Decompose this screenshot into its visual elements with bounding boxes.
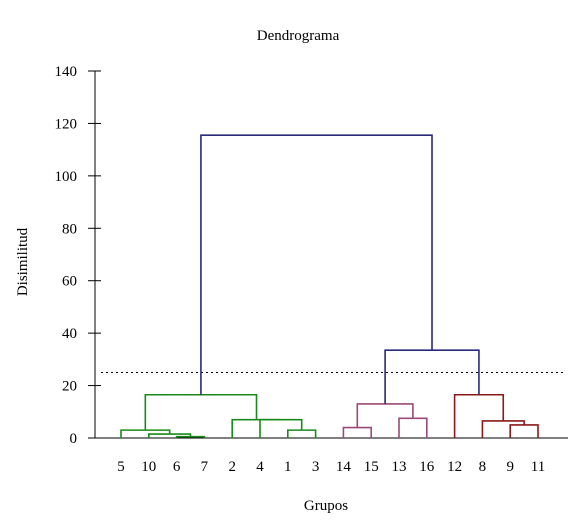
leaf-labels: 5 10 6 7 2 4 1 3 14 15 13 16 12 8 9 11 xyxy=(117,459,545,475)
leaf-label: 11 xyxy=(531,459,545,475)
leaf-label: 15 xyxy=(364,459,379,475)
leaf-label: 13 xyxy=(392,459,407,475)
leaf-label: 5 xyxy=(117,459,125,475)
y-axis-label: Disimilitud xyxy=(15,227,31,296)
y-tick-label: 40 xyxy=(62,326,77,342)
y-tick-label: 80 xyxy=(62,221,77,237)
axes: 0 20 40 60 80 100 120 140 xyxy=(55,64,568,447)
x-axis-label: Grupos xyxy=(304,498,348,514)
y-tick-label: 120 xyxy=(55,116,78,132)
leaf-label: 1 xyxy=(284,459,292,475)
y-tick-label: 60 xyxy=(62,274,77,290)
dendrogram-link xyxy=(148,433,192,438)
dendrogram-link xyxy=(200,134,433,395)
dendrogram-link xyxy=(144,393,258,431)
dendrogram-links xyxy=(120,134,539,438)
leaf-label: 7 xyxy=(201,459,209,475)
dendrogram-link xyxy=(287,429,317,438)
leaf-label: 6 xyxy=(173,459,181,475)
dendrogram-link xyxy=(398,417,428,438)
dendrogram-link xyxy=(384,349,480,404)
leaf-label: 3 xyxy=(312,459,320,475)
leaf-label: 10 xyxy=(141,459,156,475)
leaf-label: 4 xyxy=(256,459,264,475)
dendrogram-link xyxy=(231,418,281,438)
dendrogram-link xyxy=(509,424,539,438)
dendrogram-link xyxy=(342,426,372,438)
y-tick-label: 0 xyxy=(70,431,78,447)
leaf-label: 12 xyxy=(447,459,462,475)
dendrogram-link xyxy=(120,429,171,438)
leaf-label: 16 xyxy=(419,459,435,475)
y-tick-label: 140 xyxy=(55,64,78,80)
leaf-label: 9 xyxy=(506,459,514,475)
dendrogram-link xyxy=(481,420,525,438)
y-tick-label: 20 xyxy=(62,379,77,395)
dendrogram-link xyxy=(356,403,414,428)
leaf-label: 14 xyxy=(336,459,352,475)
y-tick-label: 100 xyxy=(55,169,78,185)
leaf-label: 8 xyxy=(479,459,487,475)
chart-title: Dendrograma xyxy=(257,28,340,44)
dendrogram-link xyxy=(453,393,505,438)
dendrogram-link xyxy=(259,418,303,438)
leaf-label: 2 xyxy=(228,459,236,475)
